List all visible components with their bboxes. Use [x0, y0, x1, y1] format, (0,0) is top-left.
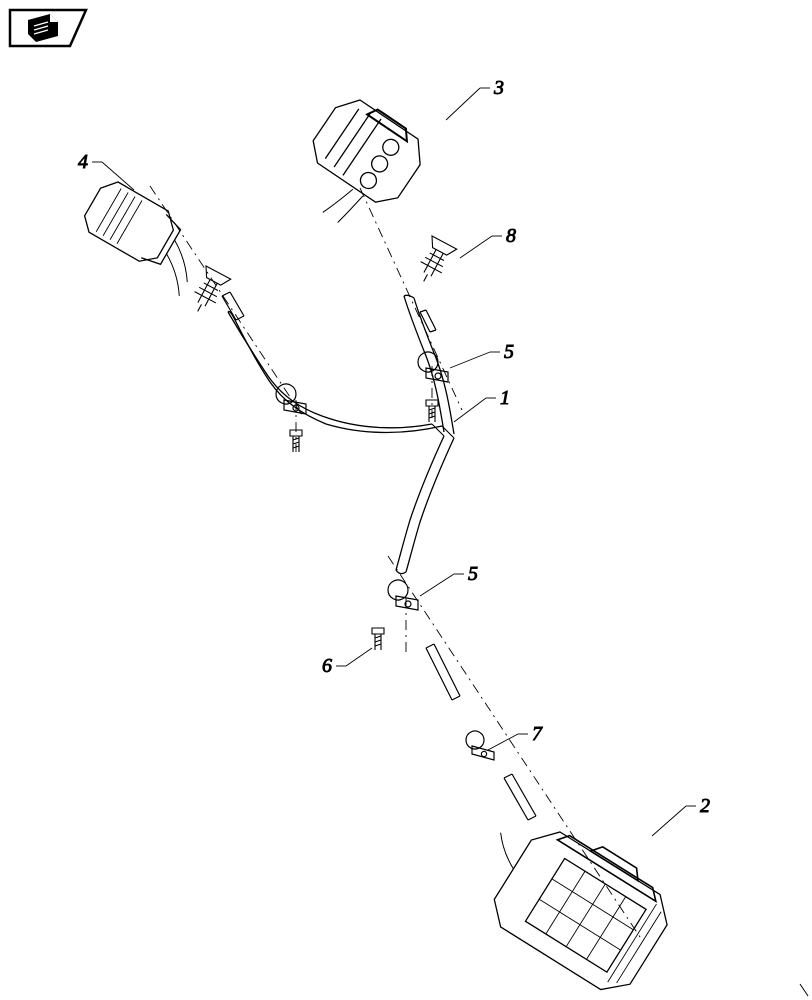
callout-leader-8	[460, 236, 492, 258]
ferrules	[222, 292, 536, 820]
callout-leader-7	[488, 734, 518, 750]
bolt-6	[372, 628, 384, 650]
callout-label-3: 3	[493, 77, 504, 99]
callout-leader-5a	[450, 352, 490, 368]
clamp-7	[466, 731, 494, 760]
callout-label-2: 2	[700, 795, 710, 817]
corner-tick	[800, 984, 808, 996]
callout-label-5a: 5	[504, 341, 514, 363]
callout-leader-1	[454, 398, 486, 422]
callout-label-8: 8	[506, 225, 516, 247]
callout-label-6: 6	[322, 655, 332, 677]
callout-leader-2	[652, 806, 686, 836]
connector-2	[458, 797, 684, 1000]
callout-label-5b: 5	[468, 563, 478, 585]
exploded-diagram: 1 2 3 4 5 5 6 7 8	[0, 0, 812, 1000]
connector-4	[74, 176, 214, 296]
callout-leader-5b	[420, 574, 454, 596]
wire-harness	[228, 295, 454, 573]
clip-8-left	[185, 266, 230, 318]
header-icon	[10, 10, 86, 46]
connector-3	[283, 89, 432, 242]
callout-label-1: 1	[500, 387, 510, 409]
callout-label-4: 4	[78, 151, 88, 173]
clip-8-upper	[411, 236, 456, 288]
callout-leader-3	[446, 88, 480, 120]
callouts: 1 2 3 4 5 5 6 7 8	[78, 77, 710, 836]
callout-label-7: 7	[532, 723, 543, 745]
callout-leader-6	[346, 648, 372, 666]
